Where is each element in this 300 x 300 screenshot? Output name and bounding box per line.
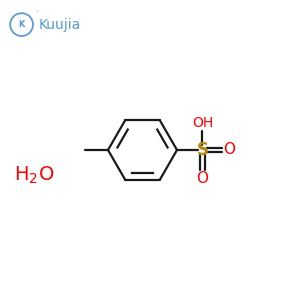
Text: S: S: [196, 141, 208, 159]
Text: Kuujia: Kuujia: [38, 18, 81, 32]
Text: O: O: [196, 171, 208, 186]
Text: O: O: [223, 142, 235, 158]
Text: K: K: [18, 20, 25, 29]
Text: °: °: [35, 10, 38, 15]
Text: H$_2$O: H$_2$O: [14, 165, 55, 186]
Text: OH: OH: [192, 116, 213, 130]
